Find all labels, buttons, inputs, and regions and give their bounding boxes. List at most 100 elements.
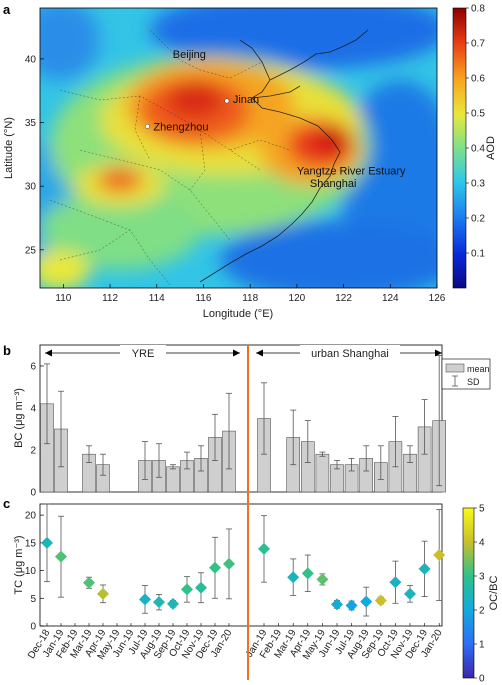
tc-diamond bbox=[433, 549, 446, 562]
map-x-tick-label: 110 bbox=[55, 293, 71, 304]
panel-letter-a: a bbox=[3, 2, 11, 17]
tc-diamond bbox=[181, 583, 193, 596]
tc-diamond bbox=[167, 597, 179, 610]
aod-colorbar bbox=[452, 7, 467, 289]
bc-y-label: BC (μg m⁻³) bbox=[13, 388, 25, 448]
city-label: Jinan bbox=[233, 94, 259, 106]
map-x-tick-label: 116 bbox=[195, 293, 211, 304]
tc-diamond bbox=[345, 599, 358, 612]
aod-cb-tick-label: 0.1 bbox=[471, 249, 485, 260]
panel-letter-c: c bbox=[3, 496, 10, 511]
city-marker bbox=[144, 123, 150, 129]
tc-chart: 05101520Dec-18Jan-19Feb-19Mar-19Apr-19Ma… bbox=[25, 503, 446, 662]
tc-diamond bbox=[331, 598, 343, 611]
map-x-tick-label: 124 bbox=[382, 293, 399, 304]
map-x-ticks: 110 112 114 116 118 120 122 124 126 bbox=[55, 284, 446, 304]
aod-map bbox=[40, 8, 437, 288]
legend-mean-label: mean bbox=[467, 364, 490, 374]
region-shanghai: urban Shanghai bbox=[256, 345, 442, 360]
aod-colorbar-label: AOD bbox=[485, 136, 497, 160]
tc-diamond bbox=[258, 542, 270, 555]
map-y-tick-label: 40 bbox=[25, 54, 37, 65]
legend-sd-swatch bbox=[452, 375, 458, 387]
tc-diamond bbox=[55, 550, 67, 563]
map-y-tick-label: 35 bbox=[25, 118, 37, 129]
panel-letter-b: b bbox=[3, 343, 11, 358]
aod-cb-tick-label: 0.6 bbox=[471, 74, 485, 85]
tc-diamond bbox=[41, 536, 53, 549]
map-x-tick-label: 122 bbox=[335, 293, 352, 304]
tc-diamond bbox=[153, 596, 165, 609]
bc-bar bbox=[166, 466, 180, 493]
ocbc-colorbar-label: OC/BC bbox=[488, 576, 500, 611]
tc-diamond bbox=[360, 595, 373, 608]
ocbc-cb-tick-label: 1 bbox=[479, 640, 485, 651]
map-x-tick-label: 112 bbox=[102, 293, 118, 304]
bc-frame bbox=[39, 344, 443, 493]
coastline bbox=[199, 29, 369, 283]
region-shanghai-label: urban Shanghai bbox=[311, 348, 389, 360]
tc-y-tick-label: 10 bbox=[25, 566, 37, 577]
city-label: Zhengzhou bbox=[153, 121, 208, 133]
aod-cb-tick-label: 0.7 bbox=[471, 39, 485, 50]
region-yre: YRE bbox=[45, 345, 240, 360]
ocbc-cb-tick-label: 3 bbox=[479, 572, 485, 583]
tc-y-tick-label: 5 bbox=[30, 594, 36, 605]
tc-y-tick-label: 15 bbox=[25, 538, 37, 549]
province-borders bbox=[49, 29, 291, 286]
aod-cb-tick-label: 0.4 bbox=[471, 144, 485, 155]
tc-y-tick-label: 20 bbox=[25, 511, 37, 522]
bc-y-tick-label: 6 bbox=[30, 362, 36, 373]
ocbc-colorbar-ticks: 0 1 2 3 4 5 bbox=[474, 504, 485, 685]
bc-legend: mean SD bbox=[441, 358, 491, 390]
aod-cb-tick-label: 0.5 bbox=[471, 109, 485, 120]
tc-diamond bbox=[287, 571, 300, 584]
map-y-tick-label: 25 bbox=[25, 245, 37, 256]
aod-cb-tick-label: 0.3 bbox=[471, 179, 485, 190]
tc-frame bbox=[39, 503, 443, 627]
map-frame bbox=[39, 7, 438, 289]
tc-diamond bbox=[389, 576, 402, 589]
map-y-ticks: 25 30 35 40 bbox=[25, 54, 44, 256]
city-marker bbox=[224, 98, 230, 104]
city-label: Shanghai bbox=[310, 178, 357, 190]
tc-diamond bbox=[209, 561, 221, 574]
tc-y-label: TC (μg m⁻³) bbox=[13, 535, 25, 594]
ocbc-cb-tick-label: 4 bbox=[479, 538, 485, 549]
city-labels: Beijing Jinan Zhengzhou Yangtze River Estua… bbox=[144, 49, 406, 190]
tc-diamond bbox=[301, 567, 314, 580]
city-label: Yangtze River Estuary bbox=[297, 165, 406, 177]
tc-diamond bbox=[404, 587, 416, 600]
bc-bar bbox=[315, 453, 330, 493]
tc-diamond bbox=[418, 562, 431, 575]
legend-sd-label: SD bbox=[467, 377, 480, 387]
map-x-label: Longitude (°E) bbox=[203, 308, 273, 320]
tc-y-tick-label: 0 bbox=[30, 622, 36, 633]
ocbc-cb-tick-label: 0 bbox=[479, 674, 485, 685]
map-x-tick-label: 114 bbox=[149, 293, 165, 304]
ocbc-colorbar bbox=[462, 507, 475, 679]
tc-diamond bbox=[374, 594, 387, 607]
region-yre-label: YRE bbox=[132, 348, 155, 360]
tc-diamond bbox=[223, 557, 235, 570]
tc-diamond bbox=[195, 581, 207, 594]
aod-cb-tick-label: 0.2 bbox=[471, 214, 485, 225]
map-y-tick-label: 30 bbox=[25, 182, 37, 193]
tc-diamond bbox=[316, 573, 329, 586]
tc-diamond bbox=[97, 587, 109, 600]
aod-colorbar-ticks: 0.1 0.2 0.3 0.4 0.5 0.6 0.7 0.8 bbox=[466, 4, 485, 260]
tc-diamond bbox=[139, 593, 151, 606]
city-label: Beijing bbox=[173, 49, 206, 61]
map-x-tick-label: 120 bbox=[289, 293, 306, 304]
bc-y-tick-label: 0 bbox=[30, 488, 36, 499]
map-x-tick-label: 118 bbox=[242, 293, 258, 304]
ocbc-cb-tick-label: 2 bbox=[479, 606, 485, 617]
bc-chart: 0 2 4 6 bbox=[30, 344, 447, 499]
map-y-label: Latitude (°N) bbox=[3, 117, 15, 179]
map-x-tick-label: 126 bbox=[429, 293, 446, 304]
bc-y-tick-label: 4 bbox=[30, 404, 36, 415]
tc-diamond bbox=[83, 576, 95, 589]
legend-mean-swatch bbox=[445, 363, 465, 373]
ocbc-cb-tick-label: 5 bbox=[479, 504, 485, 515]
